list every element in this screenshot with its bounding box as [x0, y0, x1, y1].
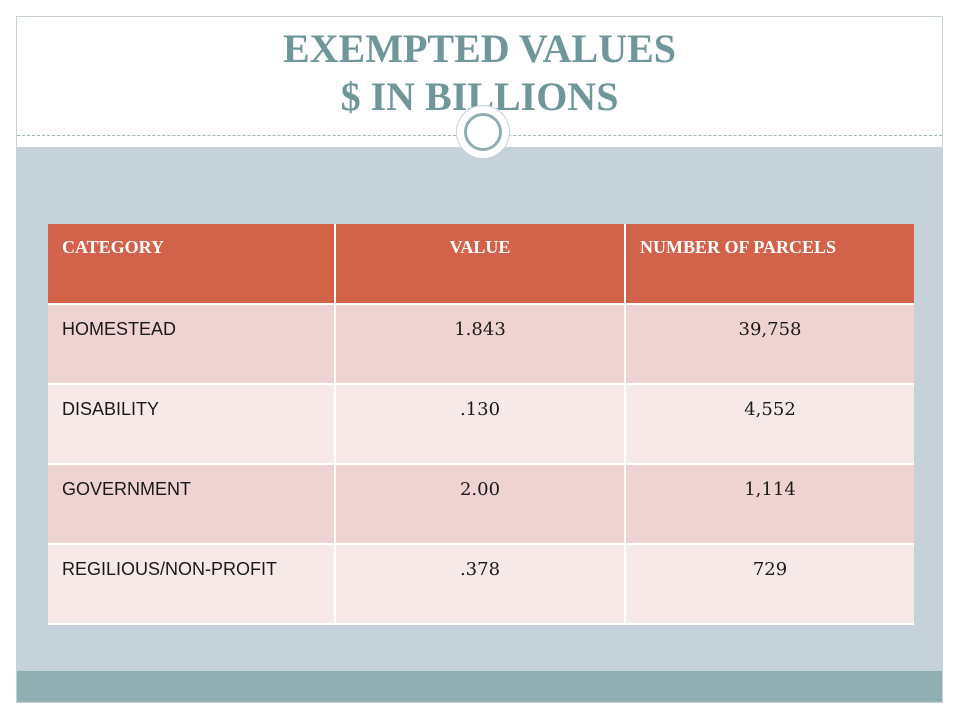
- cell-parcels: 1,114: [625, 464, 914, 545]
- cell-value: 2.00: [335, 464, 626, 545]
- cell-value: .130: [335, 384, 626, 465]
- cell-parcels: 39,758: [625, 304, 914, 385]
- cell-category: REGILIOUS/NON-PROFIT: [48, 544, 336, 625]
- cell-category: DISABILITY: [48, 384, 336, 465]
- cell-value: 1.843: [335, 304, 626, 385]
- header-parcels: NUMBER OF PARCELS: [625, 224, 914, 305]
- cell-category: GOVERNMENT: [48, 464, 336, 545]
- cell-category: HOMESTEAD: [48, 304, 336, 385]
- header-value: VALUE: [335, 224, 626, 305]
- table-row: DISABILITY .130 4,552: [48, 384, 914, 465]
- bottom-bar: [17, 671, 942, 702]
- circle-ring-icon: [457, 106, 509, 158]
- inner-ring: [464, 113, 502, 151]
- header-category: CATEGORY: [48, 224, 336, 305]
- cell-parcels: 4,552: [625, 384, 914, 465]
- table-header-row: CATEGORY VALUE NUMBER OF PARCELS: [48, 224, 914, 305]
- cell-value: .378: [335, 544, 626, 625]
- table-row: HOMESTEAD 1.843 39,758: [48, 304, 914, 385]
- cell-parcels: 729: [625, 544, 914, 625]
- exemptions-table: CATEGORY VALUE NUMBER OF PARCELS HOMESTE…: [48, 224, 914, 625]
- slide: EXEMPTED VALUES $ IN BILLIONS CATEGORY V…: [16, 16, 943, 703]
- table-row: GOVERNMENT 2.00 1,114: [48, 464, 914, 545]
- table-row: REGILIOUS/NON-PROFIT .378 729: [48, 544, 914, 625]
- slide-title: EXEMPTED VALUES $ IN BILLIONS: [17, 25, 942, 121]
- title-line-1: EXEMPTED VALUES: [282, 26, 677, 71]
